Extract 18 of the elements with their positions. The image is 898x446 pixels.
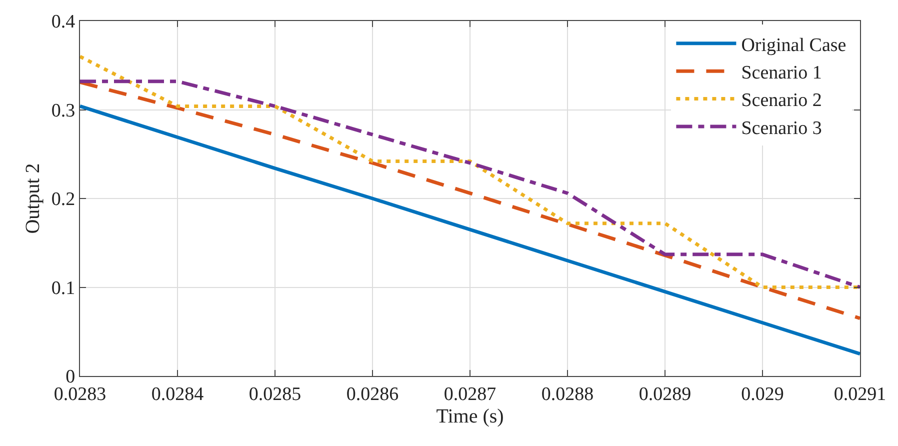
legend-label: Original Case [741, 34, 846, 56]
x-tick-label: 0.0289 [638, 384, 692, 405]
x-tick-label: 0.0286 [346, 384, 399, 405]
y-axis-title: Output 2 [22, 163, 44, 234]
legend-label: Scenario 2 [741, 90, 822, 112]
x-tick-label: 0.0288 [541, 384, 594, 405]
legend-label: Scenario 1 [741, 62, 822, 84]
y-tick-label: 0.4 [51, 12, 76, 33]
x-tick-label: 0.0284 [151, 384, 204, 405]
legend-label: Scenario 3 [741, 118, 822, 139]
y-tick-label: 0.2 [51, 189, 76, 210]
x-tick-label: 0.0291 [834, 384, 886, 405]
x-tick-label: 0.0285 [248, 384, 302, 405]
x-axis-title: Time (s) [436, 405, 504, 428]
x-tick-label: 0.029 [741, 384, 784, 405]
x-tick-label: 0.0287 [444, 384, 496, 405]
y-tick-label: 0.3 [51, 100, 76, 122]
y-tick-label: 0.1 [51, 278, 76, 299]
